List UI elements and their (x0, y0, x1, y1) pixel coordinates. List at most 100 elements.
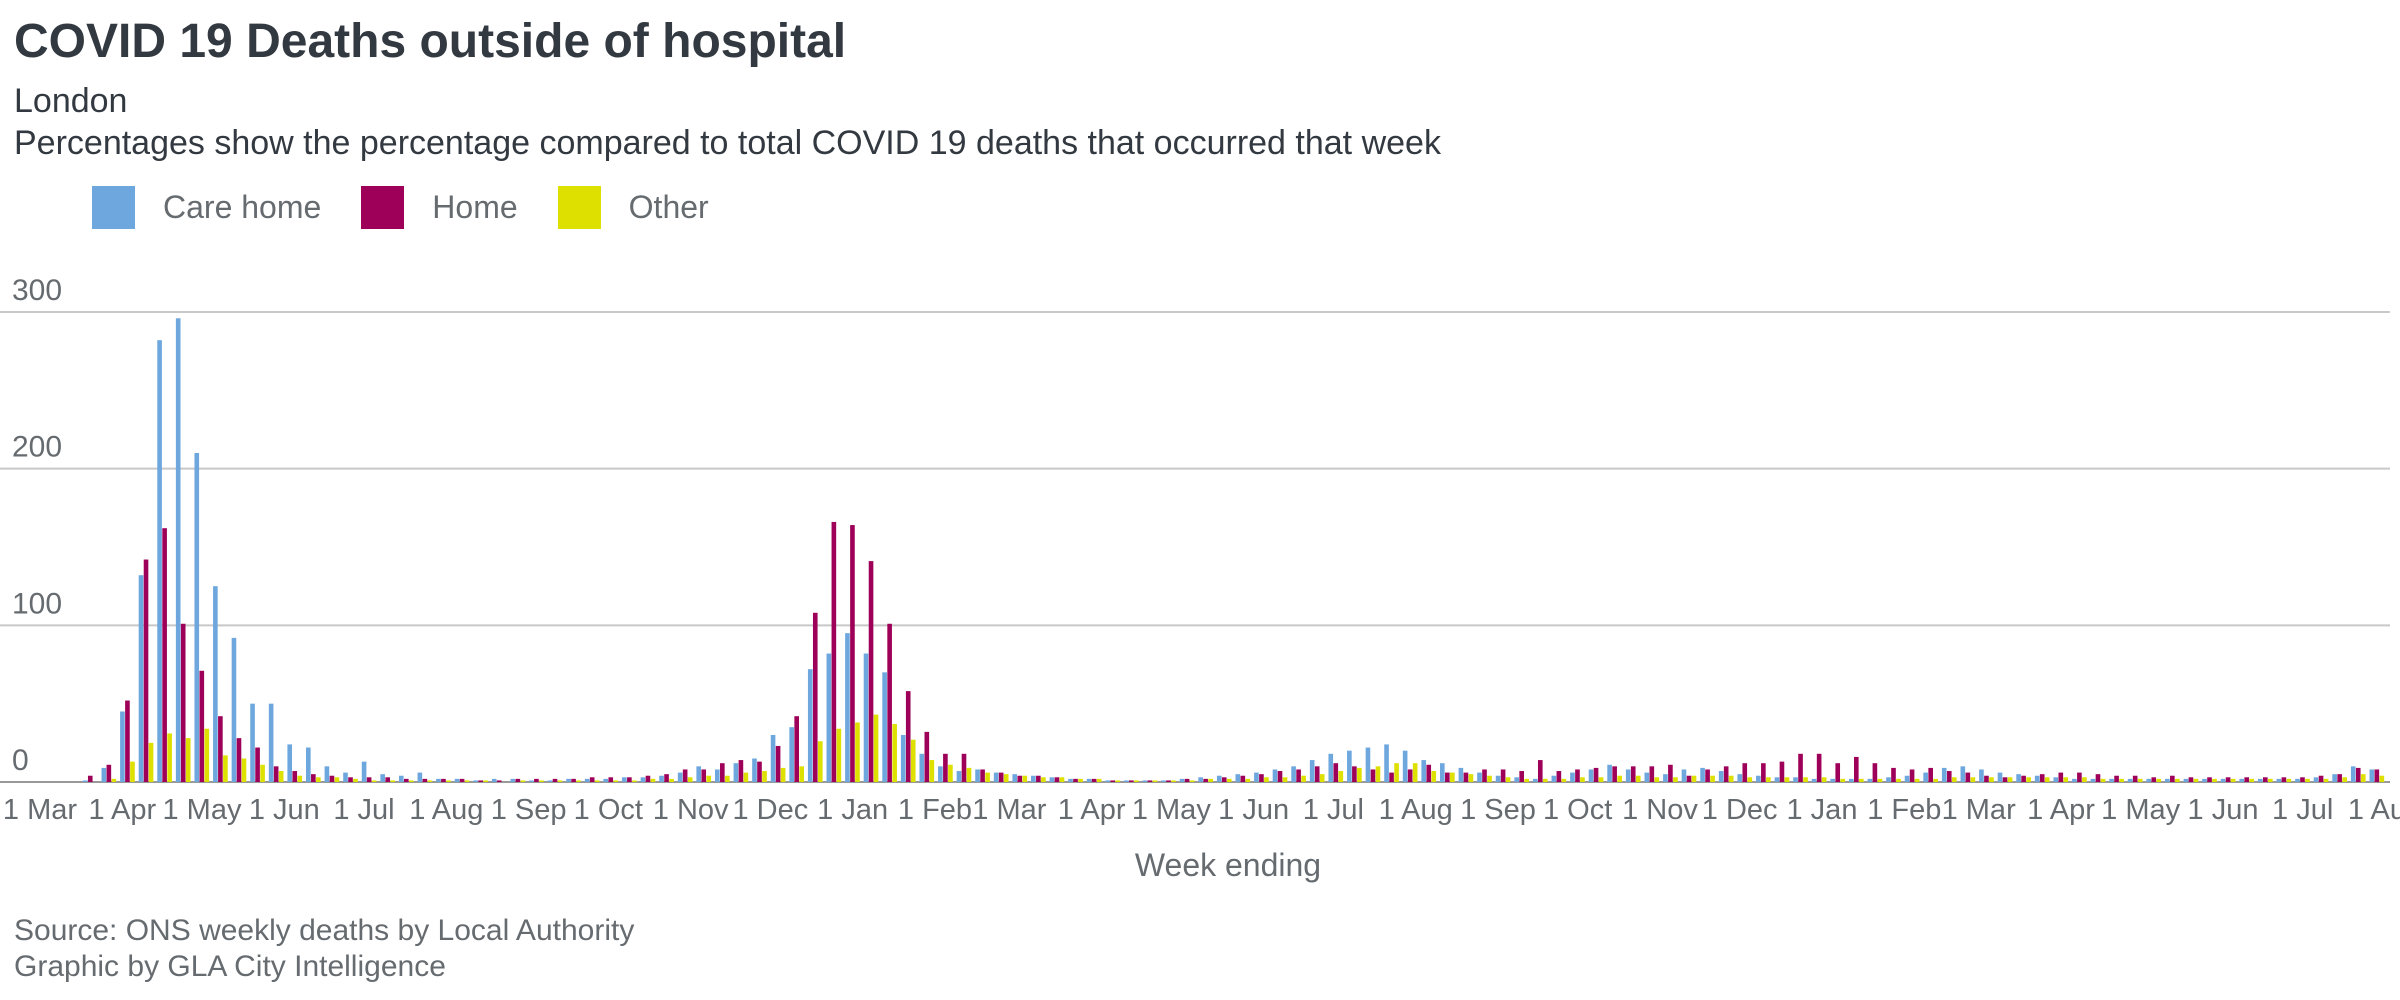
bar-other (2100, 778, 2106, 782)
legend-item-care-home[interactable]: Care home (92, 186, 321, 229)
bar-home (812, 612, 818, 782)
bar-other (687, 777, 693, 782)
bar-care-home (622, 777, 627, 782)
bar-care-home (677, 772, 683, 782)
bar-home (682, 769, 688, 782)
bar-care-home (343, 772, 348, 782)
bar-care-home (603, 778, 609, 782)
bar-other (1505, 777, 1511, 782)
bar-home (961, 753, 967, 782)
x-tick-label: 1 Oct (574, 794, 643, 826)
bar-other (2007, 777, 2013, 782)
bar-care-home (1588, 769, 1594, 782)
bar-other (1264, 777, 1269, 782)
x-tick-label: 1 Aug (2348, 794, 2400, 826)
bar-other (613, 780, 619, 782)
bar-care-home (752, 758, 757, 782)
bar-other (743, 772, 749, 782)
x-tick-label: 1 May (1132, 794, 1211, 826)
bar-home (2300, 777, 2305, 782)
bar-care-home (1347, 750, 1352, 782)
bar-other (1375, 766, 1381, 782)
bar-care-home (1012, 774, 1018, 782)
x-tick-label: 1 Apr (88, 794, 156, 826)
bar-other (1487, 775, 1492, 782)
bar-home (496, 780, 502, 782)
bar-other (1803, 777, 1808, 782)
bar-home (998, 772, 1004, 782)
legend-swatch-care-home (92, 186, 135, 229)
bar-care-home (845, 633, 850, 782)
bar-home (2318, 775, 2324, 782)
bar-home (1984, 775, 1989, 782)
bar-care-home (1514, 777, 1519, 782)
bar-other (204, 728, 210, 782)
bar-care-home (2165, 778, 2170, 782)
bar-care-home (2202, 778, 2207, 782)
bar-care-home (566, 778, 571, 782)
bar-other (2193, 778, 2199, 782)
bar-home (2132, 775, 2138, 782)
bar-home (273, 766, 279, 782)
bar-other (948, 764, 953, 782)
legend-item-other[interactable]: Other (557, 186, 709, 229)
bar-care-home (863, 653, 869, 782)
bar-other (1840, 778, 1846, 782)
bar-care-home (1607, 764, 1612, 782)
bar-home (1407, 769, 1413, 782)
bar-home (757, 761, 762, 782)
bar-care-home (380, 774, 385, 782)
bar-home (1091, 778, 1097, 782)
bar-other (706, 775, 712, 782)
bar-home (1537, 760, 1543, 782)
legend-item-home[interactable]: Home (361, 186, 518, 229)
bar-other (334, 777, 340, 782)
bar-care-home (1718, 771, 1724, 782)
bar-care-home (696, 766, 702, 782)
bar-home (106, 764, 112, 782)
x-tick-label: 1 Aug (1379, 794, 1453, 826)
bar-home (162, 528, 167, 782)
legend-label-care-home: Care home (163, 189, 322, 225)
bar-care-home (1068, 778, 1073, 782)
bar-care-home (157, 340, 162, 782)
bar-care-home (175, 318, 181, 782)
bar-other (2230, 778, 2236, 782)
bar-other (390, 780, 396, 782)
bar-care-home (1365, 747, 1371, 782)
bar-other (1598, 777, 1604, 782)
bar-other (1096, 778, 1102, 782)
bar-other (817, 741, 823, 782)
bar-care-home (361, 761, 367, 782)
bar-other (1245, 778, 1251, 782)
bar-care-home (2072, 778, 2077, 782)
bar-care-home (584, 778, 590, 782)
bar-home (1854, 756, 1859, 782)
bar-home (608, 777, 614, 782)
bar-care-home (1979, 769, 1984, 782)
bar-other (167, 733, 172, 782)
x-tick-label: 1 Jan (1787, 794, 1858, 826)
bar-care-home (659, 775, 664, 782)
bar-care-home (733, 763, 739, 782)
bar-care-home (826, 653, 832, 782)
bar-home (1816, 753, 1822, 782)
x-tick-label: 1 Mar (1942, 794, 2016, 826)
legend-swatch-other (557, 186, 601, 229)
bar-other (297, 775, 303, 782)
x-axis-title: Week ending (1135, 847, 1321, 883)
bar-home (1054, 777, 1060, 782)
bar-other (799, 766, 805, 782)
bar-care-home (2257, 778, 2263, 782)
bar-other (1654, 777, 1660, 782)
bar-home (311, 774, 316, 782)
bar-care-home (2053, 777, 2059, 782)
bar-other (1431, 771, 1437, 782)
bar-care-home (1904, 775, 1910, 782)
bar-other (1319, 774, 1325, 782)
bar-care-home (529, 780, 534, 782)
x-tick-label: 1 Feb (1867, 794, 1941, 826)
bar-care-home (1272, 769, 1278, 782)
bar-home (2114, 775, 2119, 782)
bar-home (1928, 767, 1933, 782)
